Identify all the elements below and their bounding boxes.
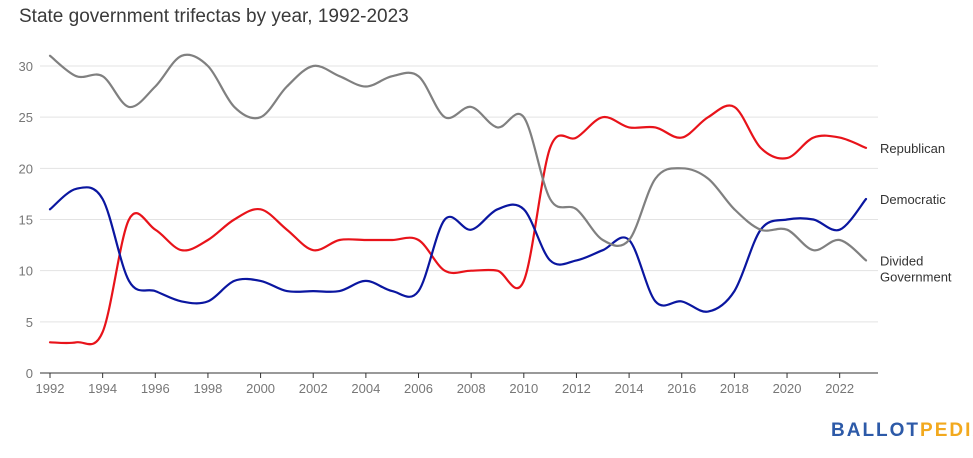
grid-lines	[40, 65, 878, 374]
logo-part-pedia: PEDIA	[920, 420, 973, 441]
y-tick-label: 10	[19, 264, 33, 279]
series-label-divided-government: Divided	[880, 253, 923, 268]
x-tick-label: 2018	[720, 381, 749, 396]
ballotpedia-logo[interactable]: BALLOTPEDIA	[831, 420, 973, 442]
y-axis-ticks: 0 5 10 15 20 25 30	[19, 59, 33, 381]
x-tick-label: 2020	[773, 381, 802, 396]
series-line-divided-government	[48, 53, 868, 262]
x-tick-label: 2004	[351, 381, 380, 396]
x-tick-label: 1996	[141, 381, 170, 396]
x-tick-label: 2012	[562, 381, 591, 396]
x-tick-label: 2006	[404, 381, 433, 396]
y-tick-label: 15	[19, 213, 33, 228]
x-axis-ticks: 1992 1994 1996 1998 2000 2002 2004 2006 2008 2010…	[36, 373, 854, 396]
series-label-republican: Republican	[880, 141, 945, 156]
series-label-democratic: Democratic	[880, 192, 946, 207]
x-tick-label: 2014	[615, 381, 644, 396]
x-tick-label: 2000	[246, 381, 275, 396]
y-tick-label: 20	[19, 161, 33, 176]
x-tick-label: 2022	[825, 381, 854, 396]
x-tick-label: 2008	[457, 381, 486, 396]
x-tick-label: 1998	[193, 381, 222, 396]
x-tick-label: 1992	[36, 381, 65, 396]
series-line-republican	[48, 104, 868, 346]
x-tick-label: 2010	[509, 381, 538, 396]
y-tick-label: 5	[26, 315, 33, 330]
series-line-democratic	[48, 186, 868, 313]
x-tick-label: 2016	[667, 381, 696, 396]
y-tick-label: 30	[19, 59, 33, 74]
series-lines	[48, 53, 868, 346]
logo-part-ballot: BALLOT	[831, 420, 921, 441]
y-tick-label: 25	[19, 110, 33, 125]
chart-title: State government trifectas by year, 1992…	[19, 6, 409, 27]
y-tick-label: 0	[26, 366, 33, 381]
x-tick-label: 2002	[299, 381, 328, 396]
x-tick-label: 1994	[88, 381, 117, 396]
series-label-divided-government: Government	[880, 269, 952, 284]
